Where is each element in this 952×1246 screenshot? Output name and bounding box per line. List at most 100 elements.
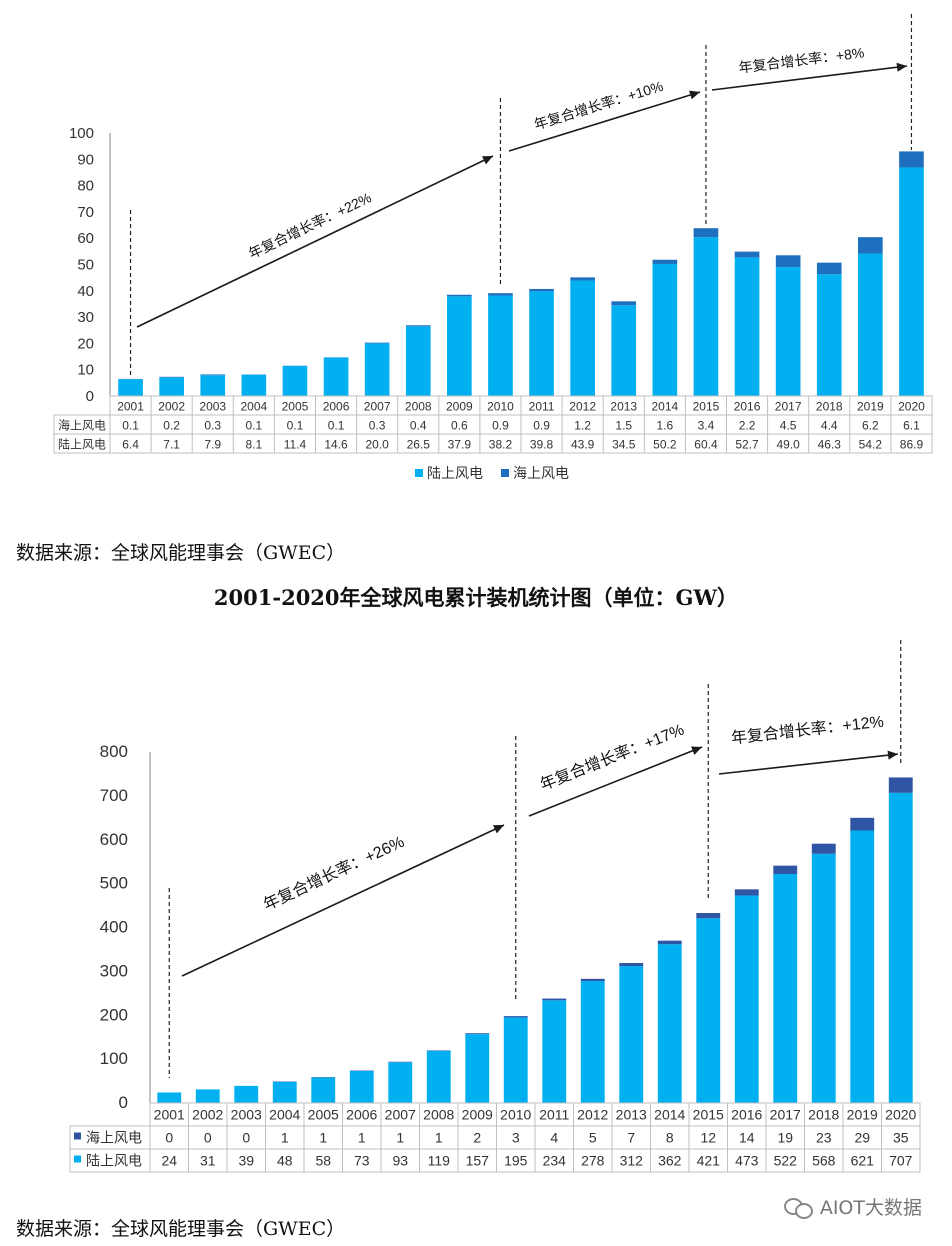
- x-tick-label: 2001: [117, 400, 144, 414]
- bar-onshore-2018: [811, 853, 836, 1103]
- bar-onshore-2011: [542, 1000, 567, 1103]
- x-tick-label: 2010: [500, 1107, 531, 1123]
- y-tick-label: 80: [77, 178, 94, 195]
- bar-onshore-2018: [816, 274, 842, 396]
- x-tick-label: 2018: [816, 400, 843, 414]
- bar-onshore-2003: [200, 375, 226, 396]
- bar-onshore-2001: [157, 1092, 182, 1103]
- data-label-onshore: 43.9: [571, 438, 595, 452]
- bar-onshore-2002: [195, 1089, 220, 1103]
- data-label-offshore: 1.5: [615, 419, 632, 433]
- data-label-offshore: 3.4: [698, 419, 715, 433]
- bar-offshore-2018: [816, 262, 842, 275]
- bar-onshore-2017: [773, 873, 798, 1103]
- data-label-onshore: 31: [200, 1153, 216, 1169]
- x-tick-label: 2005: [308, 1107, 339, 1123]
- bar-offshore-2020: [899, 151, 924, 168]
- data-label-onshore: 278: [581, 1153, 605, 1169]
- bar-offshore-2009: [465, 1033, 490, 1035]
- y-tick-label: 50: [77, 257, 94, 274]
- growth-arrow: [718, 753, 899, 775]
- bar-onshore-2014: [657, 944, 682, 1103]
- data-label-onshore: 362: [658, 1153, 682, 1169]
- data-label-onshore: 46.3: [818, 438, 842, 452]
- data-label-offshore: 1.6: [657, 419, 674, 433]
- chart2-title: 2001-2020年全球风电累计装机统计图（单位：GW）: [213, 585, 739, 610]
- bar-offshore-2014: [652, 259, 678, 264]
- bar-onshore-2004: [272, 1081, 297, 1103]
- growth-arrow-head: [887, 750, 898, 760]
- x-tick-label: 2019: [857, 400, 884, 414]
- bar-offshore-2020: [888, 777, 913, 793]
- data-label-onshore: 58: [315, 1153, 331, 1169]
- legend-label: 海上风电: [513, 465, 569, 481]
- y-tick-label: 10: [77, 362, 94, 379]
- y-tick-label: 0: [86, 388, 94, 405]
- y-tick-label: 300: [100, 961, 128, 980]
- x-tick-label: 2019: [847, 1107, 878, 1123]
- data-label-onshore: 119: [428, 1153, 451, 1169]
- y-tick-label: 90: [77, 151, 94, 168]
- x-tick-label: 2007: [364, 400, 391, 414]
- x-tick-label: 2001: [154, 1107, 185, 1123]
- data-label-offshore: 1: [396, 1130, 404, 1146]
- bar-onshore-2010: [503, 1017, 528, 1103]
- x-tick-label: 2020: [885, 1107, 916, 1123]
- growth-arrow: [711, 65, 908, 91]
- bar-offshore-2019: [858, 237, 883, 254]
- data-label-offshore: 1.2: [574, 419, 591, 433]
- data-label-offshore: 1: [358, 1130, 366, 1146]
- data-label-offshore: 0.1: [246, 419, 263, 433]
- bar-offshore-2012: [580, 978, 605, 982]
- data-label-onshore: 234: [543, 1153, 567, 1169]
- data-label-onshore: 7.9: [204, 438, 221, 452]
- bar-onshore-2009: [465, 1034, 490, 1103]
- growth-arrow: [508, 91, 701, 152]
- table-legend-key: [74, 1132, 81, 1140]
- bar-offshore-2014: [657, 940, 682, 945]
- data-label-onshore: 38.2: [489, 438, 513, 452]
- data-label-offshore: 0.6: [451, 419, 468, 433]
- data-label-offshore: 0: [242, 1130, 250, 1146]
- x-tick-label: 2005: [282, 400, 309, 414]
- y-tick-label: 700: [100, 786, 128, 805]
- x-tick-label: 2016: [734, 400, 761, 414]
- bar-offshore-2010: [488, 293, 513, 296]
- growth-rate-label: 年复合增长率：+8%: [738, 44, 865, 75]
- bar-offshore-2019: [850, 817, 875, 831]
- bar-onshore-2011: [529, 291, 554, 396]
- x-tick-label: 2009: [446, 400, 473, 414]
- growth-rate-label: 年复合增长率：+10%: [532, 78, 665, 133]
- data-label-onshore: 568: [812, 1153, 836, 1169]
- data-label-offshore: 4: [550, 1130, 558, 1146]
- data-label-onshore: 60.4: [694, 438, 718, 452]
- y-tick-label: 400: [100, 918, 128, 937]
- x-tick-label: 2020: [898, 400, 925, 414]
- x-tick-label: 2002: [192, 1107, 223, 1123]
- bar-onshore-2006: [349, 1070, 374, 1103]
- x-tick-label: 2004: [269, 1107, 300, 1123]
- bar-offshore-2017: [775, 255, 801, 268]
- table-row-label: 陆上风电: [86, 1153, 142, 1169]
- data-label-offshore: 0.9: [492, 419, 509, 433]
- bar-onshore-2005: [282, 366, 308, 396]
- x-tick-label: 2012: [569, 400, 596, 414]
- bar-offshore-2012: [570, 277, 595, 281]
- bar-offshore-2011: [529, 288, 554, 292]
- bar-offshore-2007: [364, 342, 390, 344]
- y-tick-label: 30: [77, 309, 94, 326]
- data-label-onshore: 34.5: [612, 438, 636, 452]
- bar-onshore-2010: [488, 295, 513, 396]
- y-tick-label: 100: [69, 125, 94, 142]
- bar-onshore-2008: [426, 1050, 451, 1103]
- bar-offshore-2010: [503, 1016, 528, 1018]
- x-tick-label: 2011: [529, 400, 555, 414]
- x-tick-label: 2014: [651, 400, 678, 414]
- growth-arrow-head: [482, 156, 493, 165]
- wechat-icon: [783, 1196, 814, 1219]
- y-tick-label: 60: [77, 230, 94, 247]
- chart-cumulative-installations: 0100200300400500600700800200102420020312…: [69, 640, 921, 1173]
- growth-arrow: [136, 155, 494, 328]
- bar-offshore-2013: [611, 301, 637, 306]
- bar-onshore-2016: [734, 895, 759, 1103]
